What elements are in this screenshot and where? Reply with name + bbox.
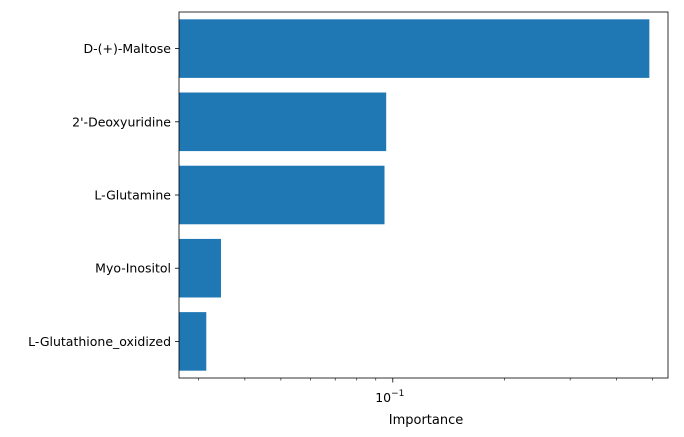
bar-0 <box>179 19 650 78</box>
y-tick-label: L-Glutamine <box>94 188 171 203</box>
plot-frame <box>178 11 669 379</box>
y-tick-label: L-Glutathione_oxidized <box>28 334 171 349</box>
bar-4 <box>179 312 207 371</box>
bar-1 <box>179 92 387 152</box>
y-axis-ticks: D-(+)-Maltose 2'-Deoxyuridine L-Glutamine M… <box>28 41 179 349</box>
y-tick-label: D-(+)-Maltose <box>83 41 171 56</box>
y-tick-label: 2'-Deoxyuridine <box>72 114 171 129</box>
x-axis-label: Importance <box>389 413 464 428</box>
y-tick-label: Myo-Inositol <box>95 261 171 276</box>
bar-2 <box>179 165 385 225</box>
bars-group <box>179 19 650 371</box>
bar-3 <box>179 238 221 298</box>
